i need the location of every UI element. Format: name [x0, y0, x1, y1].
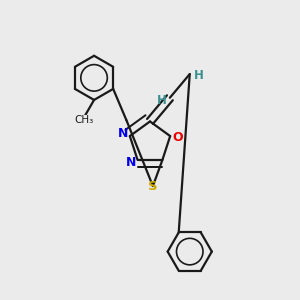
Text: CH₃: CH₃	[74, 115, 93, 125]
Text: N: N	[118, 127, 128, 140]
Text: S: S	[148, 180, 158, 193]
Text: H: H	[157, 94, 166, 107]
Text: N: N	[126, 156, 136, 169]
Text: O: O	[172, 131, 182, 144]
Text: H: H	[194, 69, 203, 82]
